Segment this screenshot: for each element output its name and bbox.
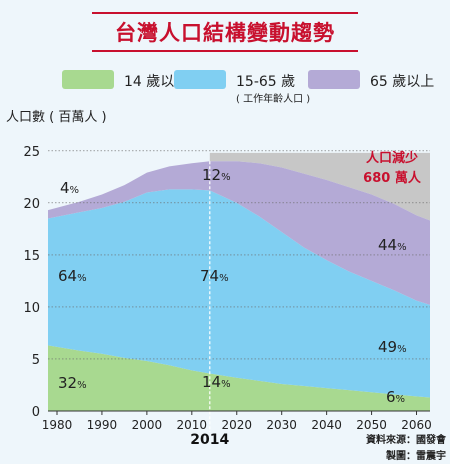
legend-swatch-working <box>174 70 226 89</box>
pct-2060-working: 49% <box>378 338 407 356</box>
y-tick-label: 5 <box>32 353 40 368</box>
x-tick-label: 2040 <box>311 418 342 432</box>
x-tick-label: 2020 <box>221 418 252 432</box>
percentage-labels: 4% 64% 32% 12% 74% 14% 44% 49% 6% <box>58 166 407 406</box>
area-young <box>48 345 430 411</box>
x-tick-label: 2030 <box>266 418 297 432</box>
pct-2014-young: 14% <box>202 373 231 391</box>
x-ticks: 1980 1990 2000 2010 2020 2030 2040 2050 2060 <box>42 411 432 432</box>
pct-2060-elderly: 44% <box>378 236 407 254</box>
source-credit: 資料來源：國發會 <box>366 433 447 446</box>
legend: 14 歲以下 15-65 歲 ( 工作年齡人口 ) 65 歲以上 <box>62 70 434 105</box>
highlight-year-label: 2014 <box>190 432 229 448</box>
pct-2014-elderly: 12% <box>202 166 231 184</box>
legend-swatch-elderly <box>308 70 360 89</box>
y-tick-label: 10 <box>23 301 40 316</box>
pct-1980-elderly: 4% <box>60 179 79 197</box>
area-elderly <box>48 161 430 305</box>
y-tick-label: 25 <box>23 145 40 160</box>
decline-annotation-line2: 680 萬人 <box>363 170 422 186</box>
area-layers <box>48 152 430 411</box>
y-tick-label: 0 <box>32 405 40 420</box>
legend-note-working: ( 工作年齡人口 ) <box>236 92 310 105</box>
x-tick-label: 2000 <box>132 418 163 432</box>
chart-title: 台灣人口結構變動趨勢 <box>115 21 335 45</box>
pct-1980-working: 64% <box>58 267 87 285</box>
y-ticks: 0 5 10 15 20 25 <box>23 145 40 420</box>
pct-1980-young: 32% <box>58 374 87 392</box>
decline-annotation-line1: 人口減少 <box>366 150 418 166</box>
legend-swatch-young <box>62 70 114 89</box>
author-credit: 製圖：雷震宇 <box>385 449 446 462</box>
x-tick-label: 1980 <box>42 418 73 432</box>
legend-label-working: 15-65 歲 <box>236 74 295 90</box>
area-working <box>48 189 430 398</box>
legend-label-young: 14 歲以下 <box>124 74 188 90</box>
x-tick-label: 2050 <box>356 418 387 432</box>
pct-2060-young: 6% <box>386 388 405 406</box>
y-tick-label: 15 <box>23 249 40 264</box>
chart-title-bar: 台灣人口結構變動趨勢 <box>92 12 358 52</box>
legend-label-elderly: 65 歲以上 <box>370 74 434 90</box>
gridlines <box>48 150 430 360</box>
decline-band <box>209 152 430 221</box>
x-tick-label: 1990 <box>87 418 118 432</box>
y-axis-title: 人口數 ( 百萬人 ) <box>6 110 107 125</box>
y-tick-label: 20 <box>23 197 40 212</box>
pct-2014-working: 74% <box>200 267 229 285</box>
x-tick-label: 2060 <box>401 418 432 432</box>
x-tick-label: 2010 <box>177 418 208 432</box>
